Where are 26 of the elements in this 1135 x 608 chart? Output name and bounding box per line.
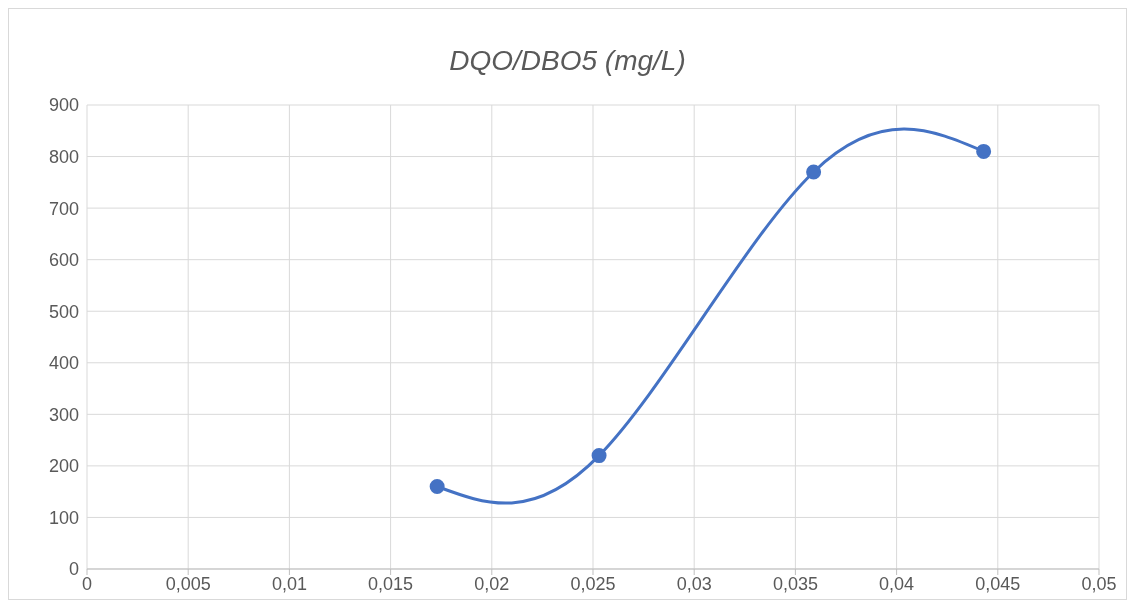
x-tick-label: 0,01	[271, 573, 307, 594]
y-tick-label: 400	[48, 353, 79, 374]
x-tick-label: 0,02	[474, 573, 510, 594]
y-tick-label: 200	[48, 456, 79, 477]
x-tick-label: 0	[81, 573, 93, 594]
chart-title: DQO/DBO5 (mg/L)	[448, 44, 687, 78]
y-tick-label: 600	[48, 250, 79, 271]
x-tick-label: 0,035	[772, 573, 818, 594]
x-tick-label: 0,025	[570, 573, 616, 594]
y-tick-label: 500	[48, 301, 79, 322]
y-tick-label: 300	[48, 404, 79, 425]
y-tick-label: 0	[68, 559, 79, 580]
point	[591, 448, 607, 464]
y-tick-label: 900	[48, 95, 79, 116]
y-tick-label: 800	[48, 146, 79, 167]
point	[806, 164, 822, 180]
x-tick-label: 0,04	[879, 573, 915, 594]
x-tick-label: 0,005	[165, 573, 211, 594]
point	[429, 479, 445, 495]
y-tick-label: 100	[48, 507, 79, 528]
x-tick-label: 0,045	[975, 573, 1021, 594]
x-tick-label: 0,03	[676, 573, 712, 594]
x-tick-label: 0,015	[368, 573, 414, 594]
x-tick-label: 0,05	[1081, 573, 1117, 594]
y-tick-label: 700	[48, 198, 79, 219]
point	[976, 143, 992, 159]
